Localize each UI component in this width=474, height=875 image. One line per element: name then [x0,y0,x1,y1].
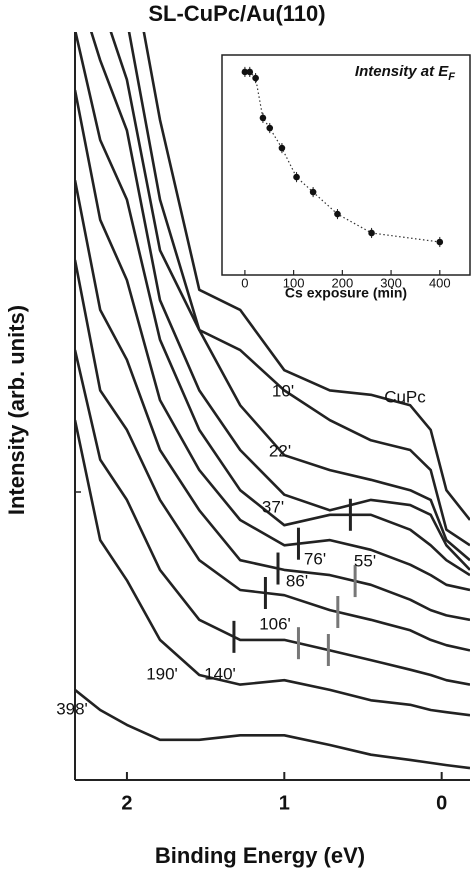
inset-title-main: Intensity at E [355,63,449,80]
data-point [309,188,317,196]
data-point [278,144,286,152]
series-label: 76' [304,549,326,568]
series-label: 140' [204,664,236,683]
spectrum-line [75,89,470,592]
spectrum-line [142,32,470,521]
plot-area [75,32,470,770]
series-label: 106' [259,614,291,633]
data-point [368,229,375,237]
inset-title-subscript: F [448,71,455,83]
spectrum-line [75,688,470,770]
spectrum-line [127,32,470,547]
series-label: CuPc [384,387,426,406]
inset-frame [221,54,471,276]
inset-x-axis-label: Cs exposure (min) [285,285,407,301]
data-point [293,173,300,181]
spectrum-line [109,32,470,562]
series-label: 22' [269,441,291,460]
x-tick-label: 1 [279,792,290,814]
data-point [259,114,267,122]
inset-x-tick-label: 0 [241,275,248,290]
inset-x-tick-label: 200 [331,275,353,290]
x-axis-label: Binding Energy (eV) [155,843,365,868]
chart-title: SL-CuPc/Au(110) [148,1,325,26]
data-point [241,68,249,76]
x-tick-label: 0 [436,792,447,814]
inset-title: Intensity at EF [355,63,455,83]
series-label: 190' [146,664,178,683]
series-label: 86' [286,571,308,590]
data-point [334,210,341,218]
inset-x-tick-label: 100 [283,275,305,290]
spectrum-line [75,259,470,652]
inset-x-tick-label: 400 [429,275,451,290]
series-label: 398' [56,699,88,718]
series-label: 37' [262,497,284,516]
spectrum-line [75,349,470,686]
inset-x-tick-label: 300 [380,275,402,290]
spectrum-line [75,180,470,622]
spectrum-line [75,419,470,717]
data-point [246,68,254,76]
series-label: 55' [354,551,376,570]
y-axis-label: Intensity (arb. units) [4,305,29,515]
series-label: 10' [272,381,294,400]
x-tick-label: 2 [121,792,132,814]
spectrum-line [75,32,470,577]
data-point [266,124,274,132]
data-point [436,238,444,246]
data-point [252,74,259,82]
spectrum-line [89,32,470,571]
